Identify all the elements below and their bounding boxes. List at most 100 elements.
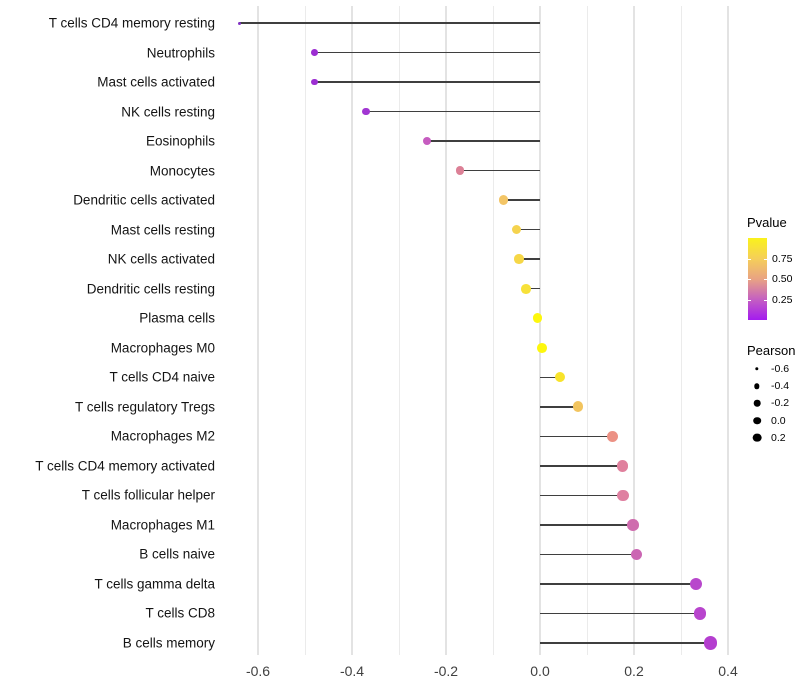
data-point-dot [511,224,522,235]
lollipop-stem [540,494,624,497]
major-gridline [633,6,635,655]
lollipop-stem [540,642,711,644]
lollipop-stem [540,406,579,408]
lollipop-stem [525,288,540,290]
category-label: Eosinophils [145,133,215,149]
data-point-dot [555,372,566,383]
x-tick-label: -0.2 [433,663,459,679]
data-point-dot [362,107,370,116]
data-point-dot [627,519,639,531]
pearson-legend-label: 0.2 [771,431,786,444]
lollipop-stem [540,435,613,438]
data-point-dot [423,136,432,146]
category-label: T cells CD4 naive [109,369,215,385]
pearson-legend-dot [752,433,762,443]
pearson-legend-label: -0.4 [771,380,790,393]
data-point-dot [537,342,548,353]
category-label: Dendritic cells resting [86,281,215,297]
data-point-dot [607,430,619,442]
minor-gridline [398,6,400,655]
category-label: NK cells activated [107,251,215,267]
category-label: T cells CD4 memory resting [48,15,215,31]
major-gridline [351,6,353,655]
data-point-dot [311,78,318,86]
pearson-legend-dot [753,416,761,425]
data-point-dot [521,283,531,294]
lollipop-stem [314,51,540,54]
lollipop-stem [460,169,540,172]
data-point-dot [616,460,628,472]
lollipop-stem [366,110,540,113]
data-point-dot [693,607,706,620]
category-label: T cells gamma delta [94,576,215,592]
x-tick-label: -0.6 [245,663,271,679]
category-label: Plasma cells [139,310,215,326]
category-label: Macrophages M1 [110,517,215,533]
category-label: Macrophages M0 [110,340,215,356]
category-label: Mast cells resting [110,222,215,238]
data-point-dot [499,195,509,205]
category-label: B cells memory [122,635,215,651]
pvalue-legend-title: Pvalue [747,215,787,230]
category-label: T cells CD4 memory activated [35,458,215,474]
data-point-dot [689,577,703,591]
colorbar-tick [748,258,751,260]
major-gridline [257,6,259,655]
lollipop-stem [540,583,697,585]
x-tick-label: -0.4 [339,663,365,679]
category-label: Monocytes [149,163,215,179]
lollipop-stem [540,376,561,378]
lollipop-stem [516,228,540,231]
minor-gridline [304,6,306,655]
colorbar-tick [764,279,767,280]
colorbar-tick [748,279,751,280]
category-label: NK cells resting [121,104,215,120]
data-point-dot [572,401,584,413]
pearson-legend-label: -0.6 [771,363,790,375]
lollipop-stem [540,465,623,467]
category-label: T cells regulatory Tregs [74,399,215,415]
major-gridline [445,6,447,655]
data-point-dot [630,548,643,561]
data-point-dot [514,254,524,264]
colorbar-tick [748,299,751,301]
data-point-dot [532,313,543,324]
pearson-legend-dot [755,367,759,371]
category-label: Macrophages M2 [110,428,215,444]
lollipop-stem [518,258,540,260]
data-point-dot [237,21,241,25]
category-label: Mast cells activated [97,74,215,90]
x-tick-label: 0.0 [530,663,550,679]
lollipop-stem [314,81,540,83]
category-label: B cells naive [139,546,215,562]
data-point-dot [455,166,465,175]
category-label: Dendritic cells activated [73,192,215,208]
category-label: Neutrophils [146,45,215,61]
pvalue-legend-label: 0.75 [772,252,793,265]
colorbar-tick [764,258,767,260]
data-point-dot [617,489,629,502]
pearson-legend-label: 0.0 [771,414,786,427]
pvalue-colorbar [748,238,767,320]
lollipop-stem [540,553,637,556]
pearson-legend-title: Pearson [747,343,796,358]
major-gridline [539,6,541,655]
lollipop-stem [427,140,540,142]
minor-gridline [492,6,494,655]
category-label: T cells CD8 [145,605,215,621]
category-label: T cells follicular helper [81,487,215,503]
lollipop-stem [540,612,700,615]
x-tick-label: 0.4 [718,663,738,679]
x-tick-label: 0.2 [624,663,644,679]
lollipop-stem [540,524,634,526]
data-point-dot [311,49,318,56]
pearson-legend-label: -0.2 [771,397,790,410]
colorbar-tick [764,299,767,301]
data-point-dot [703,636,717,650]
major-gridline [727,6,729,655]
minor-gridline [680,6,682,655]
minor-gridline [586,6,588,655]
lollipop-stem [503,199,540,201]
pearson-legend-dot [753,400,761,407]
